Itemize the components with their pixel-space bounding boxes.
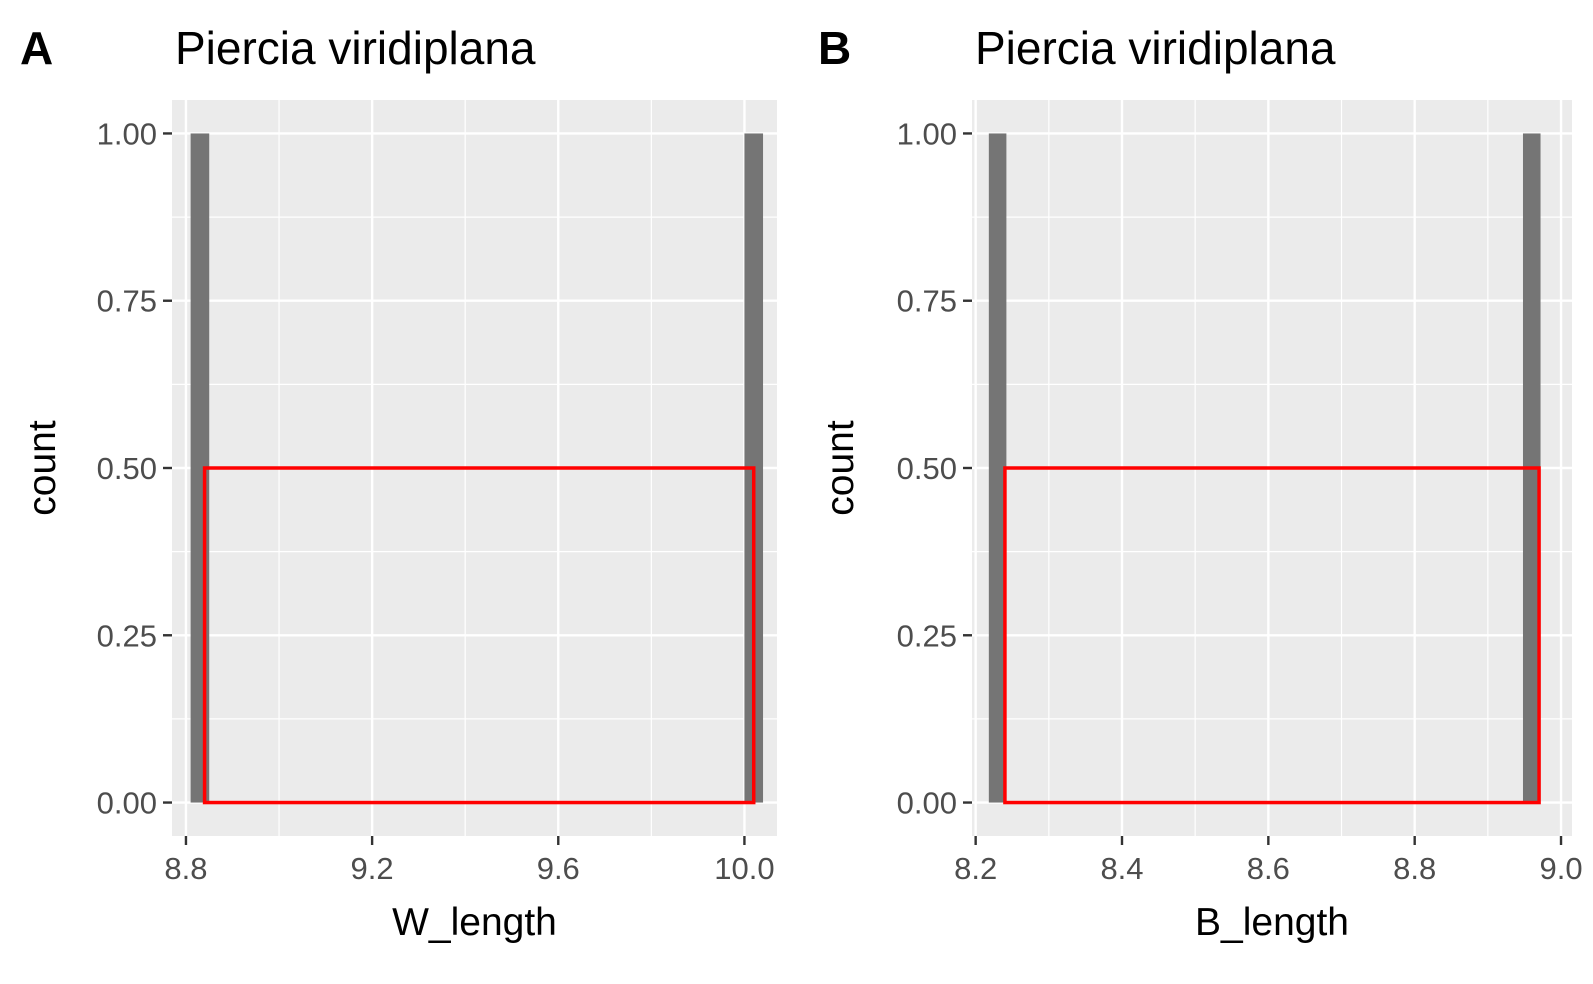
x-tick-label: 8.8: [1393, 851, 1436, 886]
x-tick-label: 9.2: [351, 851, 394, 886]
x-tick-label: 9.6: [537, 851, 580, 886]
y-axis-title: count: [819, 420, 862, 516]
x-tick-label: 8.2: [954, 851, 997, 886]
chart-title: Piercia viridiplana: [175, 22, 536, 74]
y-tick-label: 0.00: [897, 786, 957, 821]
x-tick-label: 9.0: [1539, 851, 1582, 886]
y-tick-label: 0.75: [897, 284, 957, 319]
x-axis-title: W_length: [392, 901, 557, 944]
x-tick-label: 8.4: [1100, 851, 1143, 886]
panel-tag: A: [20, 22, 53, 74]
y-tick-label: 0.50: [897, 451, 957, 486]
x-axis-title: B_length: [1195, 901, 1349, 944]
y-tick-label: 0.00: [97, 786, 157, 821]
highlight-box: [202, 466, 756, 805]
y-tick-label: 1.00: [97, 116, 157, 151]
x-tick-label: 10.0: [714, 851, 774, 886]
highlight-box: [1003, 466, 1541, 805]
chart-title: Piercia viridiplana: [975, 22, 1336, 74]
plot-area: 0.00 0.25 0.50 0.75 1.00 8.8 9.2 9.6 10.0: [97, 100, 777, 886]
plot-area: 0.00 0.25 0.50 0.75 1.00 8.2 8.4 8.6 8.8 9.0: [897, 100, 1583, 886]
panel-a: A Piercia viridiplana 0.00 0.25 0.50 0.75 1.…: [20, 22, 777, 944]
y-tick-label: 1.00: [897, 116, 957, 151]
x-tick-label: 8.6: [1247, 851, 1290, 886]
y-tick-label: 0.25: [897, 618, 957, 653]
panel-tag: B: [818, 22, 851, 74]
y-tick-label: 0.75: [97, 284, 157, 319]
y-tick-label: 0.25: [97, 618, 157, 653]
x-tick-label: 8.8: [164, 851, 207, 886]
panel-b: B Piercia viridiplana 0.00 0.25 0.50 0.75 1.…: [818, 22, 1583, 944]
y-tick-label: 0.50: [97, 451, 157, 486]
histogram-bar: [988, 133, 1007, 803]
y-axis-title: count: [21, 420, 64, 516]
